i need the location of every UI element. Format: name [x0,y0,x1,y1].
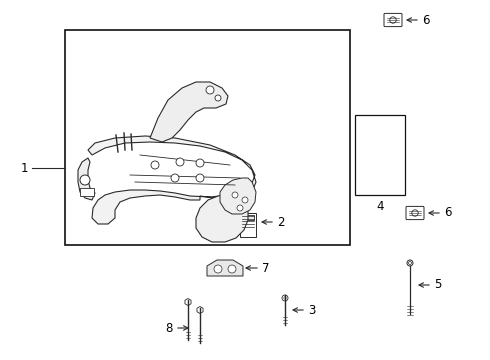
Polygon shape [150,82,228,142]
Circle shape [206,86,214,94]
Circle shape [80,175,90,185]
Polygon shape [220,178,256,214]
Circle shape [412,210,418,216]
Circle shape [376,181,384,189]
Circle shape [232,192,238,198]
Text: 8: 8 [166,321,173,334]
Bar [240,213,256,237]
Circle shape [228,265,236,273]
Bar [369,121,391,159]
Circle shape [409,261,412,265]
Text: 6: 6 [444,207,451,220]
Circle shape [407,260,413,266]
Polygon shape [196,185,248,242]
Circle shape [237,205,243,211]
Text: 4: 4 [376,200,384,213]
Polygon shape [207,260,243,276]
Bar [355,115,405,195]
Bar [242,215,254,220]
Text: 7: 7 [262,261,270,274]
Bar [80,188,94,196]
Text: 1: 1 [21,162,28,175]
Circle shape [214,265,222,273]
Circle shape [151,161,159,169]
Circle shape [390,17,396,23]
Circle shape [196,159,204,167]
Polygon shape [88,136,256,224]
Text: 6: 6 [422,13,430,27]
Circle shape [371,176,389,194]
Bar [371,123,389,128]
FancyBboxPatch shape [384,13,402,27]
Text: 5: 5 [434,279,441,292]
Text: 3: 3 [308,303,316,316]
FancyBboxPatch shape [406,206,424,220]
Circle shape [282,295,288,301]
Bar [65,30,350,245]
Circle shape [284,297,286,299]
Circle shape [215,95,221,101]
Circle shape [196,174,204,182]
Polygon shape [78,158,95,200]
Circle shape [171,174,179,182]
Circle shape [242,197,248,203]
Circle shape [176,158,184,166]
Text: 2: 2 [277,216,285,229]
